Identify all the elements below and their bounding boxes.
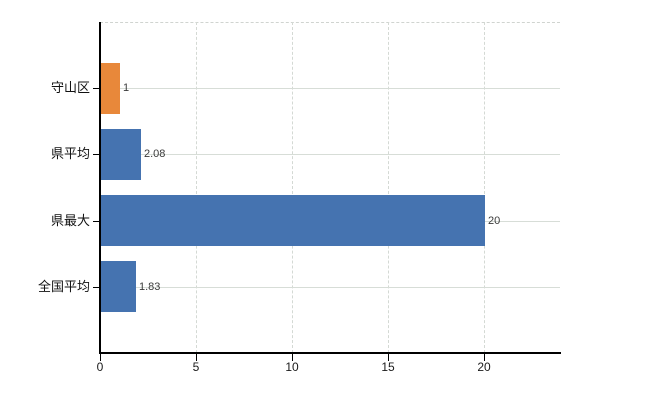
y-tick-mark (93, 287, 100, 288)
x-tick-label-10: 10 (285, 360, 299, 374)
x-gridline-20 (483, 22, 485, 353)
x-tick-label-5: 5 (192, 360, 200, 374)
category-gridline (100, 154, 560, 156)
value-label: 20 (488, 215, 501, 227)
bar-守山区 (101, 63, 120, 114)
plot-top-border (100, 22, 560, 23)
x-tick-mark (388, 354, 389, 361)
x-tick-mark (292, 354, 293, 361)
x-tick-label-20: 20 (477, 360, 491, 374)
category-label-守山区: 守山区 (50, 80, 90, 95)
category-gridline (100, 286, 560, 288)
category-label-全国平均: 全国平均 (37, 279, 90, 294)
bar-全国平均 (101, 261, 136, 312)
x-tick-label-0: 0 (96, 360, 104, 374)
bar-県最大 (101, 195, 485, 246)
value-label: 2.08 (144, 148, 166, 160)
x-tick-mark (196, 354, 197, 361)
category-label-県最大: 県最大 (50, 213, 90, 228)
value-label: 1.83 (139, 281, 161, 293)
y-axis-line (99, 22, 101, 354)
value-label: 1 (123, 82, 130, 94)
y-tick-mark (93, 154, 100, 155)
y-tick-mark (93, 221, 100, 222)
y-tick-mark (93, 88, 100, 89)
x-gridline-15 (387, 22, 389, 353)
x-tick-mark (100, 354, 101, 361)
category-gridline (100, 88, 560, 90)
x-gridline-5 (195, 22, 197, 353)
plot-area: 1 2.08 20 1.83 (100, 22, 560, 353)
x-tick-label-15: 15 (381, 360, 395, 374)
x-axis-line (99, 352, 561, 354)
bar-県平均 (101, 129, 141, 180)
x-gridline-10 (291, 22, 293, 353)
category-label-県平均: 県平均 (50, 146, 90, 161)
x-tick-mark (484, 354, 485, 361)
